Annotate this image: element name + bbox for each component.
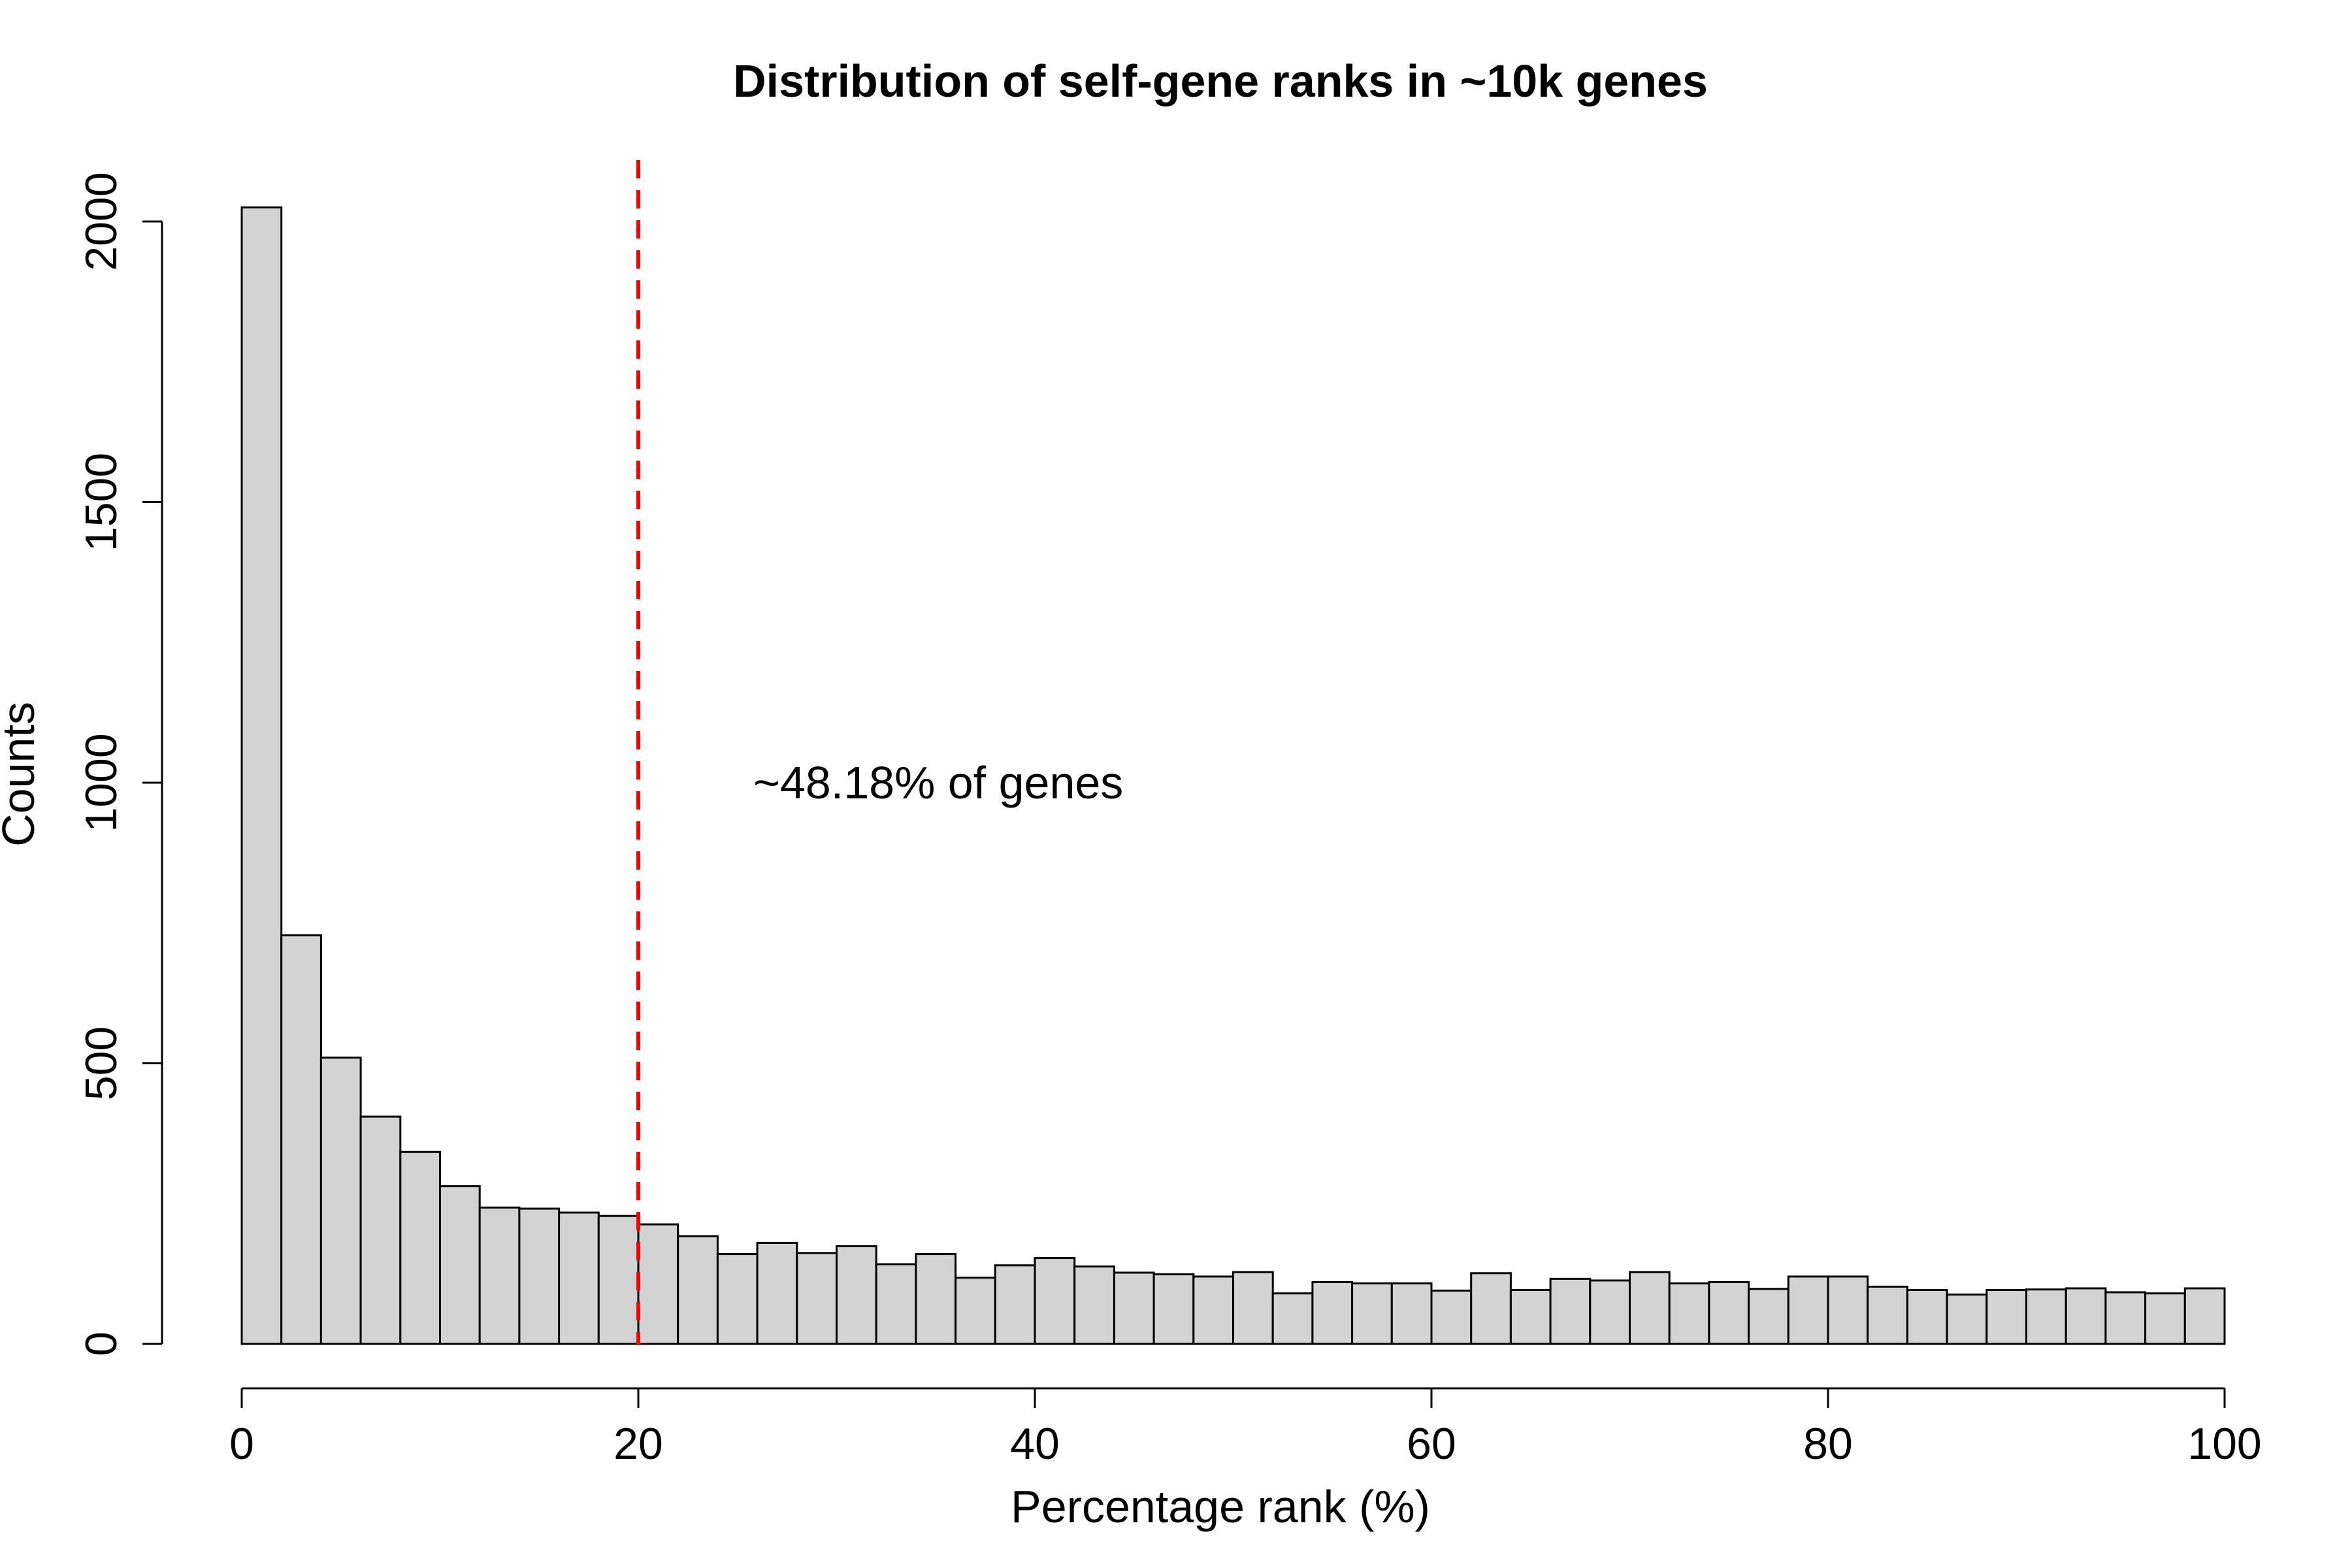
histogram-bar: [1589, 1279, 1631, 1345]
histogram-bar: [240, 206, 283, 1345]
x-tick-label: 20: [613, 1419, 663, 1469]
histogram-bar: [1827, 1275, 1869, 1345]
histogram-bar: [1192, 1275, 1235, 1345]
histogram-bar: [1708, 1281, 1750, 1345]
histogram-bar: [2104, 1291, 2147, 1345]
y-tick-label: 0: [76, 1331, 126, 1356]
histogram-bar: [280, 934, 322, 1345]
histogram-bar: [1787, 1275, 1829, 1345]
histogram-bar: [955, 1277, 996, 1345]
y-tick-label: 500: [76, 1026, 126, 1100]
y-tick-label: 1000: [76, 733, 126, 832]
y-tick-label: 1500: [76, 453, 126, 551]
y-tick-label: 2000: [76, 172, 126, 270]
histogram-bar: [558, 1211, 600, 1345]
histogram-bar: [756, 1241, 798, 1345]
x-tick-label: 60: [1407, 1419, 1456, 1469]
histogram-bar: [2144, 1292, 2186, 1345]
histogram-bar: [1867, 1285, 1908, 1345]
chart-title: Distribution of self-gene ranks in ~10k …: [733, 56, 1708, 106]
histogram-bar: [1152, 1273, 1195, 1345]
x-tick-label: 40: [1010, 1419, 1060, 1469]
bars-group: [240, 206, 2226, 1345]
histogram-bar: [2183, 1287, 2226, 1345]
histogram-bar: [1985, 1289, 2028, 1345]
histogram-bar: [399, 1151, 441, 1345]
histogram-bar: [716, 1253, 759, 1345]
histogram-bar: [1232, 1271, 1274, 1345]
histogram-bar: [2065, 1287, 2107, 1345]
histogram-bar: [1351, 1282, 1393, 1345]
histogram-bar: [677, 1235, 719, 1345]
histogram-bar: [796, 1252, 838, 1345]
histogram-bar: [1748, 1288, 1789, 1345]
x-tick-label: 100: [2187, 1419, 2261, 1469]
y-axis-label: Counts: [0, 702, 44, 847]
histogram-bar: [518, 1207, 561, 1345]
histogram-bar: [915, 1253, 957, 1345]
histogram-bar: [1430, 1289, 1473, 1345]
histogram-bar: [1946, 1293, 1988, 1345]
histogram-bar: [1034, 1257, 1076, 1345]
histogram-bar: [2025, 1288, 2067, 1345]
histogram-bar: [1113, 1271, 1155, 1345]
histogram-bar: [1668, 1282, 1710, 1345]
histogram-bar: [1271, 1292, 1314, 1345]
x-axis: 0 20 40 60 80 100: [229, 1387, 2262, 1469]
x-tick-label: 80: [1803, 1419, 1853, 1469]
histogram-bar: [478, 1206, 521, 1345]
histogram-bar: [836, 1245, 877, 1345]
histogram-bar: [439, 1185, 481, 1345]
histogram-bar: [1509, 1289, 1552, 1345]
x-tick-label: 0: [229, 1419, 254, 1469]
histogram-bar: [1906, 1289, 1948, 1345]
histogram-bar: [637, 1223, 679, 1345]
histogram-bar: [1073, 1265, 1115, 1345]
histogram-bar: [875, 1263, 917, 1345]
histogram-bar: [1629, 1271, 1671, 1345]
annotation-label: ~48.18% of genes: [753, 757, 1123, 808]
histogram-bar: [1311, 1281, 1354, 1345]
histogram-bar: [1549, 1277, 1592, 1345]
histogram-bar: [994, 1264, 1036, 1345]
histogram-bar: [597, 1215, 640, 1345]
y-axis: 0 500 1000 1500 2000: [76, 172, 163, 1356]
x-axis-label: Percentage rank (%): [1011, 1481, 1430, 1532]
histogram-bar: [1390, 1282, 1433, 1345]
histogram-bar: [1470, 1272, 1512, 1345]
histogram-bar: [319, 1056, 362, 1345]
histogram-bar: [359, 1115, 402, 1345]
